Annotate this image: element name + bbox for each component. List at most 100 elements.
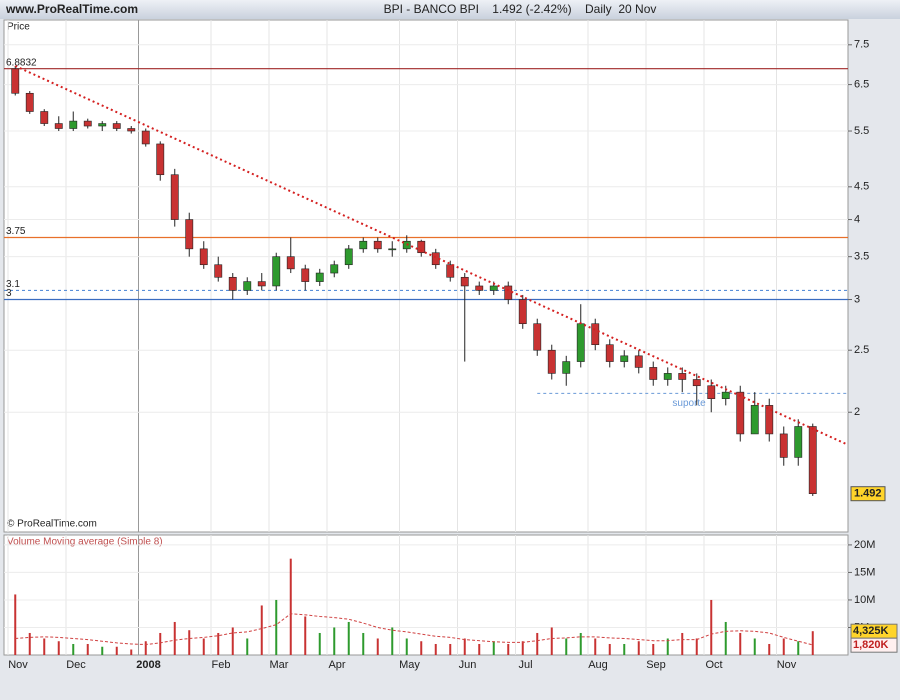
candle-body xyxy=(388,248,397,251)
volume-bar xyxy=(188,630,191,655)
volume-bar xyxy=(202,638,205,655)
volume-bar xyxy=(753,638,756,655)
volume-bar xyxy=(115,646,118,655)
volume-bar xyxy=(231,627,234,655)
volume-bar xyxy=(463,638,466,655)
y-tick-label: 2.5 xyxy=(854,344,869,356)
volume-bar xyxy=(478,643,481,655)
y-tick-label: 3 xyxy=(854,293,860,305)
volume-bar xyxy=(289,558,292,655)
candle-body xyxy=(243,281,252,291)
candle-body xyxy=(678,373,687,380)
candle-body xyxy=(40,111,49,124)
volume-bar xyxy=(72,643,75,655)
y-tick-label: 6.5 xyxy=(854,78,869,90)
candle-body xyxy=(286,256,295,270)
candle-body xyxy=(156,143,165,176)
level-label: 3.75 xyxy=(6,226,26,237)
y-tick-label: 4 xyxy=(854,213,860,225)
ma-line xyxy=(15,613,813,646)
x-tick-label: Sep xyxy=(646,659,666,671)
candle-body xyxy=(112,123,121,129)
candle-body xyxy=(533,323,542,351)
volume-panel xyxy=(3,534,849,656)
volume-bar xyxy=(449,643,452,655)
x-tick-label: Dec xyxy=(66,659,86,671)
candle-body xyxy=(25,92,34,112)
volume-bar xyxy=(507,643,510,655)
volume-bar xyxy=(768,643,771,655)
volume-bar xyxy=(434,643,437,655)
candle-body xyxy=(98,123,107,127)
y-tick-label: 4.5 xyxy=(854,181,869,193)
candle-body xyxy=(446,264,455,278)
volume-bar xyxy=(695,638,698,655)
volume-bar xyxy=(260,605,263,655)
candle-body xyxy=(620,355,629,362)
level-label: 3 xyxy=(6,288,12,299)
candle-body xyxy=(83,120,92,127)
x-tick-label: Apr xyxy=(328,659,345,671)
value-label-box xyxy=(850,637,898,653)
volume-bar xyxy=(376,638,379,655)
volume-bar xyxy=(28,632,31,655)
volume-bar xyxy=(173,621,176,655)
x-tick-label: Nov xyxy=(777,659,797,671)
candle-body xyxy=(779,433,788,458)
candle-body xyxy=(54,123,63,129)
level-label: 3.1 xyxy=(6,279,20,290)
candle-body xyxy=(562,361,571,374)
candle-body xyxy=(330,264,339,274)
candle-body xyxy=(721,391,730,399)
candle-body xyxy=(272,256,281,287)
volume-bar xyxy=(362,632,365,655)
value-label: 4,325K xyxy=(853,625,889,637)
x-tick-label: 2008 xyxy=(136,659,160,671)
support-label: suporte xyxy=(672,398,706,409)
volume-bar xyxy=(579,632,582,655)
candle-body xyxy=(692,379,701,387)
volume-bar xyxy=(159,632,162,655)
y-tick-label: 15M xyxy=(854,566,875,578)
candle-body xyxy=(373,240,382,250)
x-tick-label: Nov xyxy=(8,659,28,671)
volume-bar xyxy=(536,632,539,655)
price-panel xyxy=(3,19,849,533)
volume-bar xyxy=(782,638,785,655)
candle-body xyxy=(199,248,208,266)
volume-bar xyxy=(130,649,133,655)
candle-body xyxy=(417,240,426,254)
volume-bar xyxy=(521,641,524,655)
candle-body xyxy=(750,405,759,435)
volume-bar xyxy=(14,594,17,655)
candle-body xyxy=(170,174,179,220)
candle-body xyxy=(576,323,585,362)
candle-body xyxy=(736,391,745,435)
last-price-box xyxy=(850,486,886,502)
candle-body xyxy=(547,349,556,374)
y-label: Price xyxy=(7,22,30,33)
candle-body xyxy=(475,285,484,291)
volume-bar xyxy=(391,627,394,655)
y-tick-label: 2 xyxy=(854,406,860,418)
site: www.ProRealTime.com xyxy=(5,2,138,16)
last-price-label: 1.492 xyxy=(854,488,882,500)
candle-body xyxy=(214,264,223,278)
candle-body xyxy=(228,276,237,291)
volume-bar xyxy=(739,632,742,655)
candle-body xyxy=(315,272,324,282)
candle-body xyxy=(11,68,20,94)
volume-bar xyxy=(57,641,60,655)
candle-body xyxy=(257,281,266,287)
volume-bar xyxy=(101,646,104,655)
x-tick-label: Aug xyxy=(588,659,608,671)
volume-bar xyxy=(652,643,655,655)
candle-body xyxy=(707,385,716,399)
volume-bar xyxy=(86,643,89,655)
candle-body xyxy=(649,367,658,380)
candle-body xyxy=(431,252,440,266)
volume-bar xyxy=(797,641,800,655)
chart-title: BPI - BANCO BPI 1.492 (-2.42%) Daily 20 … xyxy=(384,2,657,16)
volume-bar xyxy=(681,632,684,655)
